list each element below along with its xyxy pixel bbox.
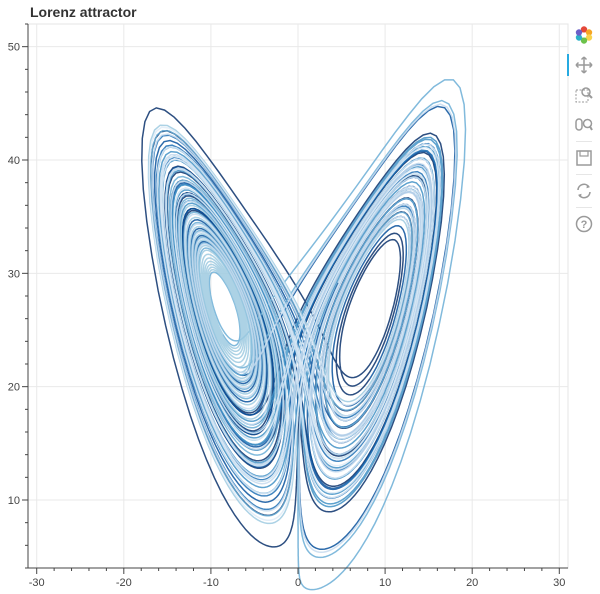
pan-icon bbox=[575, 56, 593, 74]
x-tick-label: 30 bbox=[553, 577, 565, 589]
toolbar-separator bbox=[576, 141, 592, 142]
curve-layer bbox=[141, 79, 467, 591]
box-zoom-icon bbox=[575, 87, 593, 103]
y-tick-label: 20 bbox=[8, 382, 20, 394]
x-tick-label: -20 bbox=[116, 577, 132, 589]
x-tick-label: 20 bbox=[466, 577, 478, 589]
bokeh-logo-button[interactable] bbox=[573, 24, 595, 46]
help-tool-button[interactable]: ? bbox=[573, 213, 595, 235]
toolbar: ? bbox=[567, 20, 600, 239]
reset-tool-button[interactable] bbox=[573, 180, 595, 202]
y-tick-label: 10 bbox=[8, 495, 20, 507]
chart-title: Lorenz attractor bbox=[30, 4, 137, 20]
wheel-zoom-icon bbox=[575, 118, 593, 131]
bokeh-logo-icon bbox=[575, 26, 593, 44]
wheel-zoom-tool-button[interactable] bbox=[573, 114, 595, 136]
y-tick-label: 30 bbox=[8, 268, 20, 280]
help-icon: ? bbox=[575, 215, 593, 233]
x-tick-label: -30 bbox=[29, 577, 45, 589]
box-zoom-tool-button[interactable] bbox=[573, 84, 595, 106]
pan-tool-button[interactable] bbox=[567, 54, 595, 76]
toolbar-separator bbox=[576, 207, 592, 208]
reset-icon bbox=[577, 183, 591, 199]
save-icon bbox=[576, 150, 592, 166]
y-tick-label: 40 bbox=[8, 155, 20, 167]
y-tick-label: 50 bbox=[8, 42, 20, 54]
toolbar-separator bbox=[576, 174, 592, 175]
x-tick-label: 10 bbox=[379, 577, 391, 589]
axes: -30 -20 -10 0 10 20 30 10 20 30 40 50 bbox=[8, 23, 568, 589]
svg-text:?: ? bbox=[581, 219, 588, 231]
curve-segment bbox=[148, 126, 441, 522]
curve-segment bbox=[156, 136, 444, 508]
save-tool-button[interactable] bbox=[573, 147, 595, 169]
x-tick-label: 0 bbox=[295, 577, 301, 589]
x-tick-label: -10 bbox=[203, 577, 219, 589]
curve-segment bbox=[149, 79, 467, 591]
